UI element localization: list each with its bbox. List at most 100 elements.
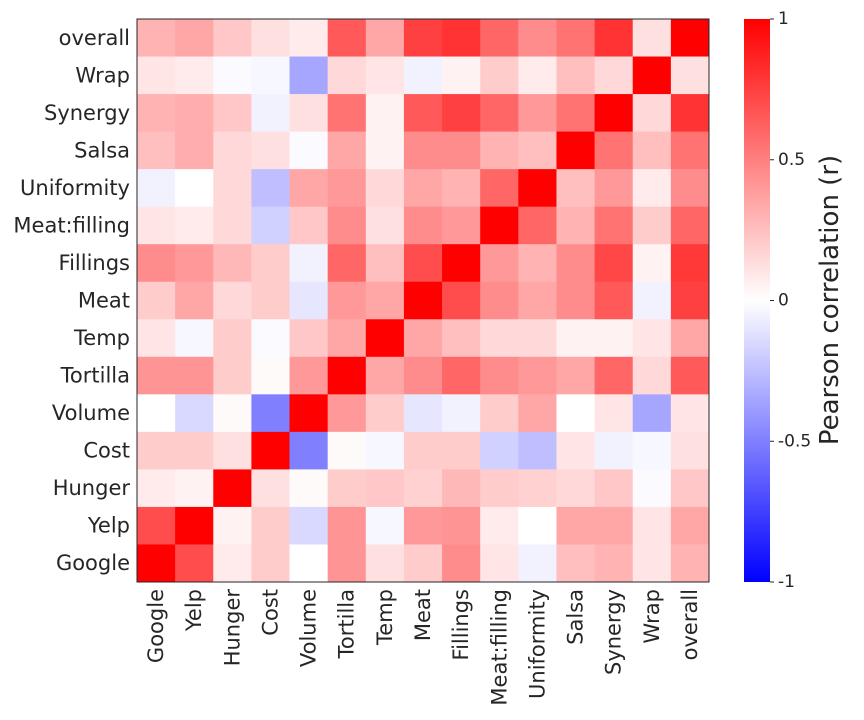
y-tick-label: Cost	[83, 439, 130, 463]
heatmap-cell	[632, 244, 672, 283]
x-tick-labels: Google Yelp Hunger Cost Volume Tortilla Temp Me…	[144, 589, 702, 706]
heatmap-cell	[518, 281, 557, 320]
heatmap-cell	[670, 206, 710, 245]
heatmap-cell	[175, 94, 214, 133]
colorbar-tick-label: 0.5	[778, 150, 805, 170]
heatmap-cell	[556, 394, 596, 433]
heatmap-cell	[480, 19, 519, 58]
heatmap-cell	[480, 506, 519, 545]
heatmap-cell	[594, 19, 634, 58]
heatmap-cell	[175, 19, 214, 58]
colorbar-label: Pearson correlation (r)	[815, 155, 845, 445]
heatmap-cell	[594, 506, 634, 545]
heatmap-cell	[594, 281, 634, 320]
heatmap-cell	[175, 506, 214, 545]
heatmap-cell	[670, 244, 710, 283]
heatmap-cell	[175, 544, 214, 583]
heatmap-cell	[556, 506, 596, 545]
heatmap-cell	[365, 281, 405, 320]
heatmap-cell	[632, 319, 672, 358]
heatmap-cell	[442, 131, 481, 170]
x-tick-label: Uniformity	[525, 589, 549, 699]
heatmap-cell	[442, 469, 481, 508]
heatmap-cell	[251, 56, 291, 95]
heatmap-cell	[632, 56, 672, 95]
heatmap-cell	[213, 169, 252, 208]
heatmap-cell	[137, 394, 176, 433]
heatmap-cell	[480, 319, 519, 358]
heatmap-cell	[251, 281, 291, 320]
x-tick-label: Tortilla	[335, 589, 359, 659]
heatmap-cell	[670, 169, 710, 208]
heatmap-cell	[365, 169, 405, 208]
heatmap-cell	[594, 394, 634, 433]
heatmap-cell	[175, 131, 214, 170]
y-tick-label: Meat:filling	[13, 213, 130, 237]
heatmap-cell	[327, 394, 367, 433]
heatmap-cell	[137, 131, 176, 170]
heatmap-cell	[213, 281, 252, 320]
x-tick-label: Cost	[258, 589, 282, 636]
y-tick-label: Uniformity	[20, 176, 130, 200]
heatmap-cell	[289, 394, 329, 433]
heatmap-cell	[289, 356, 329, 395]
y-tick-labels: overall Wrap Synergy Salsa Uniformity Meat:fi…	[13, 26, 130, 575]
heatmap-cell	[251, 94, 291, 133]
heatmap-cell	[403, 169, 443, 208]
heatmap-cell	[594, 544, 634, 583]
heatmap-cell	[442, 281, 481, 320]
heatmap-cell	[632, 356, 672, 395]
heatmap-cell	[327, 169, 367, 208]
heatmap-cell	[403, 206, 443, 245]
heatmap-cell	[137, 431, 176, 470]
heatmap-cell	[670, 94, 710, 133]
heatmap-cell	[556, 319, 596, 358]
heatmap-cell	[213, 206, 252, 245]
y-tick-label: Google	[56, 551, 130, 575]
heatmap-cell	[556, 19, 596, 58]
heatmap-cell	[365, 94, 405, 133]
heatmap-cell	[403, 131, 443, 170]
heatmap-cell	[632, 94, 672, 133]
heatmap-cell	[327, 319, 367, 358]
plot-frame	[136, 18, 710, 583]
heatmap-cell	[175, 281, 214, 320]
heatmap-cell	[442, 394, 481, 433]
heatmap-cell	[480, 206, 519, 245]
heatmap-cell	[442, 244, 481, 283]
heatmap-cell	[137, 319, 176, 358]
heatmap-cell	[289, 56, 329, 95]
heatmap-cell	[632, 19, 672, 58]
heatmap-cell	[327, 131, 367, 170]
heatmap-cell	[175, 169, 214, 208]
heatmap-cell	[327, 94, 367, 133]
heatmap-cell	[442, 319, 481, 358]
heatmap-cell	[594, 469, 634, 508]
heatmap-cell	[594, 431, 634, 470]
heatmap-cell	[518, 394, 557, 433]
x-tick-label: overall	[678, 589, 702, 660]
heatmap-cell	[213, 94, 252, 133]
heatmap-cell	[556, 469, 596, 508]
heatmap-cell	[213, 506, 252, 545]
heatmap-cell	[327, 206, 367, 245]
heatmap-cell	[365, 319, 405, 358]
heatmap-cell	[670, 394, 710, 433]
heatmap-cell	[365, 506, 405, 545]
heatmap-cell	[442, 56, 481, 95]
x-tick-label: Salsa	[564, 589, 588, 645]
heatmap-cell	[556, 169, 596, 208]
heatmap-cell	[480, 131, 519, 170]
heatmap-cell	[175, 319, 214, 358]
colorbar	[744, 19, 770, 582]
heatmap-cell	[213, 131, 252, 170]
heatmap-cell	[327, 356, 367, 395]
heatmap-cell	[518, 56, 557, 95]
y-tick-label: Synergy	[44, 101, 130, 125]
heatmap-cell	[632, 469, 672, 508]
heatmap-cell	[175, 244, 214, 283]
heatmap-cell	[251, 244, 291, 283]
heatmap-cell	[480, 94, 519, 133]
heatmap-cell	[403, 394, 443, 433]
